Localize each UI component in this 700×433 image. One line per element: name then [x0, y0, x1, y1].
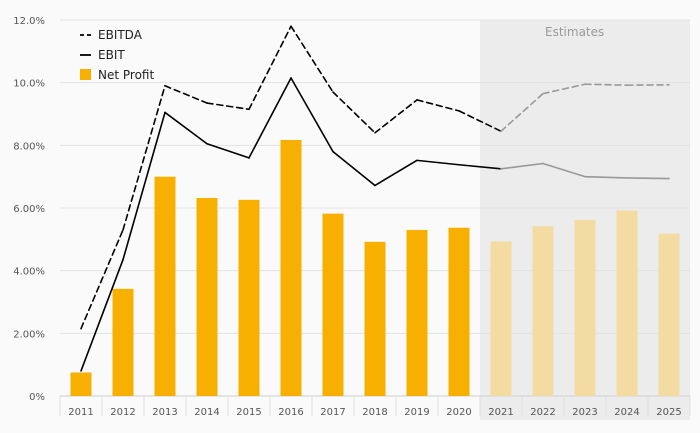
y-tick-label: 12.0%	[13, 16, 45, 27]
ebit-line-segment	[332, 150, 376, 187]
x-tick-label: 2018	[362, 407, 387, 418]
x-tick-label: 2024	[614, 407, 639, 418]
net-profit-bar	[364, 241, 386, 396]
y-tick-label: 10.0%	[13, 79, 45, 90]
net-profit-bar	[154, 176, 176, 396]
x-tick-label: 2013	[152, 407, 177, 418]
net-profit-bar	[238, 199, 260, 396]
ebit-line-segment	[122, 111, 166, 261]
ebitda-line-segment	[248, 25, 292, 111]
axes-layer: 0% 2.00% 4.00% 6.00% 8.00% 10.0% 12.0% 2011 2012…	[13, 16, 691, 418]
ebit-line-segment	[206, 142, 250, 159]
ebitda-line-segment	[290, 25, 334, 93]
ebit-line-segment	[164, 111, 208, 145]
x-tick-label: 2020	[446, 407, 471, 418]
x-tick-label: 2014	[194, 407, 219, 418]
net-profit-bar	[658, 233, 680, 396]
x-tick-label: 2016	[278, 407, 303, 418]
ebitda-line-segment	[374, 99, 418, 134]
ebitda-line-segment	[164, 85, 208, 104]
y-tick-label: 2.00%	[13, 329, 45, 340]
x-tick-label: 2011	[68, 407, 93, 418]
ebitda-line-segment	[206, 102, 250, 111]
ebit-line-segment	[500, 162, 544, 170]
y-tick-label: 4.00%	[13, 267, 45, 278]
ebit-line-segment	[626, 177, 670, 180]
ebit-legend-label: EBIT	[98, 48, 125, 62]
x-tick-label: 2015	[236, 407, 261, 418]
net-profit-bar	[112, 288, 134, 396]
net-profit-bar	[532, 226, 554, 396]
y-tick-label: 6.00%	[13, 204, 45, 215]
net-profit-bar	[616, 210, 638, 396]
ebitda-line-segment	[458, 110, 502, 133]
ebit-line-segment	[542, 162, 586, 178]
ebit-line-segment	[458, 163, 502, 170]
net-profit-bar	[196, 197, 218, 396]
x-tick-label: 2017	[320, 407, 345, 418]
ebitda-line-segment	[500, 92, 544, 133]
x-tick-label: 2021	[488, 407, 513, 418]
net-profit-bar	[322, 213, 344, 396]
net-profit-bar	[406, 229, 428, 396]
ebitda-line-segment	[542, 83, 586, 95]
net-profit-bar	[490, 241, 512, 396]
net-profit-legend-swatch	[80, 69, 91, 80]
net-profit-legend-label: Net Profit	[98, 68, 154, 82]
ebit-line-segment	[248, 77, 292, 159]
ebit-line-segment	[80, 258, 124, 372]
ebit-line-segment	[290, 77, 334, 153]
net-profit-bar	[448, 227, 470, 396]
y-tick-label: 8.00%	[13, 141, 45, 152]
ebitda-line-segment	[584, 83, 628, 86]
ebit-line-segment	[584, 175, 628, 179]
y-tick-label: 0%	[29, 392, 45, 403]
x-tick-label: 2012	[110, 407, 135, 418]
ebitda-line-segment	[416, 99, 460, 112]
bars-layer	[70, 140, 680, 396]
net-profit-bar	[574, 219, 596, 396]
net-profit-bar	[70, 372, 92, 396]
ebit-line-segment	[374, 159, 418, 187]
ebitda-legend-label: EBITDA	[98, 28, 143, 42]
ebitda-line-segment	[332, 91, 376, 134]
net-profit-bar	[280, 140, 302, 396]
x-tick-label: 2025	[656, 407, 681, 418]
x-tick-label: 2023	[572, 407, 597, 418]
ebit-line-segment	[416, 159, 460, 166]
ebitda-line-segment	[122, 85, 166, 231]
estimates-label: Estimates	[545, 25, 604, 39]
legend: EBITDA EBIT Net Profit	[80, 28, 154, 82]
lines-layer	[80, 25, 670, 372]
x-tick-label: 2019	[404, 407, 429, 418]
ebitda-line-segment	[80, 229, 124, 330]
x-tick-label: 2022	[530, 407, 555, 418]
